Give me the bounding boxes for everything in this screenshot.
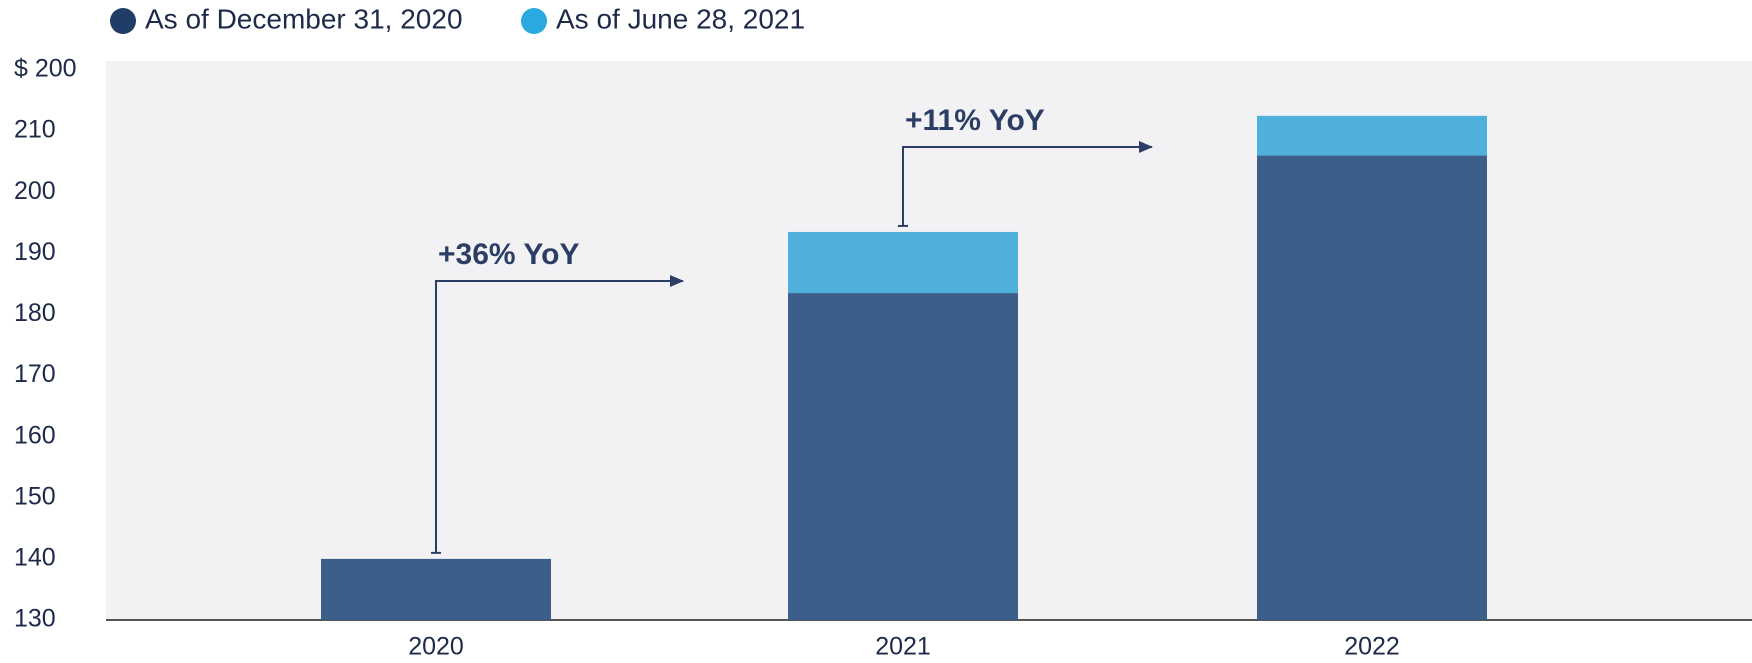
- y-tick-label: 190: [14, 238, 56, 266]
- legend-label: As of June 28, 2021: [556, 3, 805, 34]
- bar-segment: [1257, 115, 1487, 156]
- bar-segment: [788, 231, 1018, 294]
- bar-segment: [1257, 155, 1487, 621]
- annotation-arrow: [902, 141, 1153, 226]
- y-tick-label: 210: [14, 116, 56, 144]
- annotation-label: +11% YoY: [905, 104, 1045, 137]
- y-tick-label: 200: [14, 177, 56, 205]
- y-tick-label: $ 200: [14, 55, 77, 83]
- y-tick-label: 150: [14, 482, 56, 510]
- bar-segment: [321, 558, 551, 620]
- y-tick-label: 130: [14, 605, 56, 633]
- legend-swatch: [521, 8, 547, 34]
- x-tick-label: 2022: [1344, 633, 1400, 661]
- bar-segment: [788, 293, 1018, 620]
- y-tick-label: 160: [14, 421, 56, 449]
- legend-swatch: [110, 8, 136, 34]
- x-tick-label: 2020: [408, 633, 464, 661]
- y-tick-label: 180: [14, 299, 56, 327]
- x-tick-label: 2021: [875, 633, 931, 661]
- y-tick-label: 140: [14, 543, 56, 571]
- annotation-arrow: [435, 275, 684, 553]
- annotation-label: +36% YoY: [438, 238, 579, 271]
- y-tick-label: 170: [14, 360, 56, 388]
- legend-label: As of December 31, 2020: [145, 3, 463, 34]
